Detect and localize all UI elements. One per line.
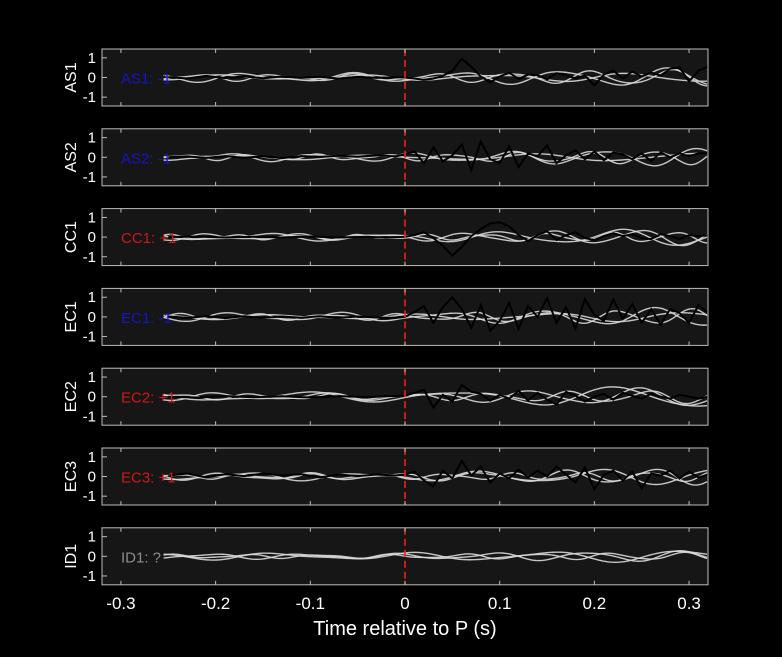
y-tick-label: -1 (83, 408, 96, 425)
y-tick-label: -1 (83, 249, 96, 266)
panel-ylabel: EC3 (63, 461, 80, 492)
white-trace (163, 390, 708, 405)
y-tick-label: -1 (83, 568, 96, 585)
black-trace (168, 458, 709, 492)
panel-polarity-label: AS1: -1 (121, 71, 171, 88)
white-trace (163, 387, 708, 406)
y-tick-label: -1 (83, 488, 96, 505)
panel-polarity-label: EC2: +1 (121, 390, 176, 407)
panel-ylabel: CC1 (63, 221, 80, 253)
white-trace (163, 312, 708, 323)
black-trace (168, 221, 709, 258)
panel-ylabel: AS2 (63, 142, 80, 172)
y-tick-label: -1 (83, 89, 96, 106)
panel-ylabel: EC1 (63, 301, 80, 332)
panel-ylabel: ID1 (63, 544, 80, 569)
black-trace (168, 139, 708, 174)
x-tick-label: -0.1 (296, 594, 325, 613)
panel-polarity-label: EC3: +1 (121, 470, 176, 487)
panel-polarity-label: ID1: ? (121, 549, 161, 566)
y-tick-label: 1 (88, 289, 96, 306)
x-tick-label: 0 (400, 594, 409, 613)
x-axis-label: Time relative to P (s) (313, 618, 496, 640)
y-tick-label: 0 (88, 309, 96, 326)
y-tick-label: 0 (88, 229, 96, 246)
white-trace (163, 231, 708, 244)
y-tick-label: 0 (88, 548, 96, 565)
y-tick-label: 1 (88, 369, 96, 386)
black-trace (168, 383, 709, 410)
y-tick-label: 0 (88, 70, 96, 87)
y-tick-label: 1 (88, 449, 96, 466)
x-tick-label: 0.1 (488, 594, 512, 613)
x-tick-label: 0.3 (677, 594, 701, 613)
y-tick-label: 1 (88, 130, 96, 147)
x-tick-label: -0.2 (201, 594, 230, 613)
white-trace (163, 551, 708, 561)
black-trace (168, 57, 709, 87)
y-tick-label: 0 (88, 389, 96, 406)
black-trace (168, 295, 709, 333)
white-trace (163, 550, 708, 562)
x-tick-label: 0.2 (583, 594, 607, 613)
y-tick-label: 1 (88, 50, 96, 67)
panel-polarity-label: AS2: -1 (121, 150, 171, 167)
panel-polarity-label: EC1: -1 (121, 310, 172, 327)
panel-ylabel: AS1 (63, 62, 80, 92)
y-tick-label: 1 (88, 529, 96, 546)
y-tick-label: 0 (88, 469, 96, 486)
y-tick-label: -1 (83, 329, 96, 346)
y-tick-label: 0 (88, 149, 96, 166)
panel-polarity-label: CC1: +1 (121, 230, 176, 247)
y-tick-label: -1 (83, 169, 96, 186)
white-trace (163, 471, 708, 483)
y-tick-label: 1 (88, 209, 96, 226)
panel-ylabel: EC2 (63, 381, 80, 412)
x-tick-label: -0.3 (106, 594, 135, 613)
